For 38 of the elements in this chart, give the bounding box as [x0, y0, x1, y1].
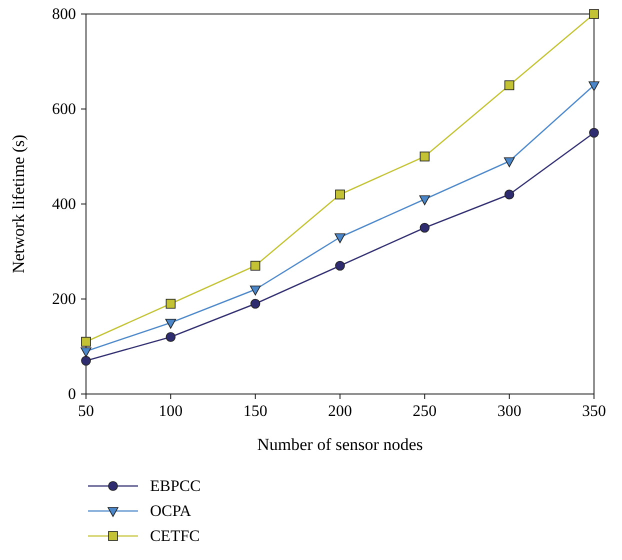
x-tick-label: 100 [158, 403, 183, 420]
legend-label: OCPA [150, 503, 192, 520]
point [420, 152, 430, 162]
point [504, 80, 514, 90]
point [588, 81, 600, 92]
x-tick-label: 200 [328, 403, 352, 420]
point [504, 190, 514, 200]
point [81, 356, 91, 366]
point [81, 336, 91, 347]
x-tick-label: 150 [243, 403, 268, 420]
x-tick-label: 350 [582, 403, 606, 420]
x-tick-label: 300 [497, 403, 522, 420]
point [250, 286, 261, 296]
point [80, 347, 92, 358]
point [250, 298, 260, 309]
point [250, 260, 260, 271]
point [335, 190, 345, 200]
point [335, 260, 345, 271]
x-tick-label: 250 [412, 403, 437, 420]
legend-label: EBPCC [150, 478, 201, 495]
point [419, 195, 430, 206]
y-tick-label: 600 [52, 101, 76, 118]
point [504, 157, 515, 168]
y-tick-label: 0 [68, 386, 76, 403]
point [166, 332, 176, 342]
point [420, 222, 430, 233]
y-tick-label: 800 [52, 6, 76, 23]
point [589, 9, 599, 19]
point [334, 233, 346, 244]
legend-label: CETFC [150, 528, 200, 545]
y-tick-label: 400 [52, 196, 76, 213]
y-tick-label: 200 [52, 291, 76, 308]
x-axis-title: Number of sensor nodes [257, 435, 423, 454]
point [589, 128, 599, 138]
point [166, 298, 176, 309]
x-tick-label: 50 [78, 403, 94, 420]
y-axis-title: Network lifetime (s) [9, 134, 28, 274]
point [165, 318, 176, 329]
